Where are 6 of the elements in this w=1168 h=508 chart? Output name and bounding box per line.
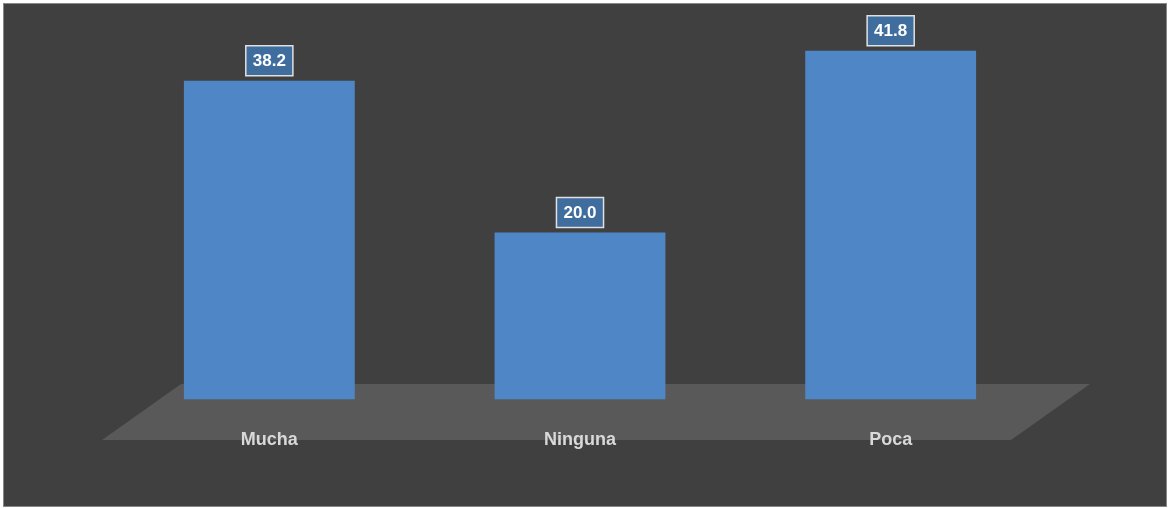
data-label: 41.8 [874,21,908,41]
data-label: 38.2 [252,51,286,71]
x-tick-label: Poca [869,429,914,450]
x-tick-label: Mucha [240,429,299,450]
x-tick-label: Ninguna [544,429,617,450]
data-label: 20.0 [563,203,597,223]
